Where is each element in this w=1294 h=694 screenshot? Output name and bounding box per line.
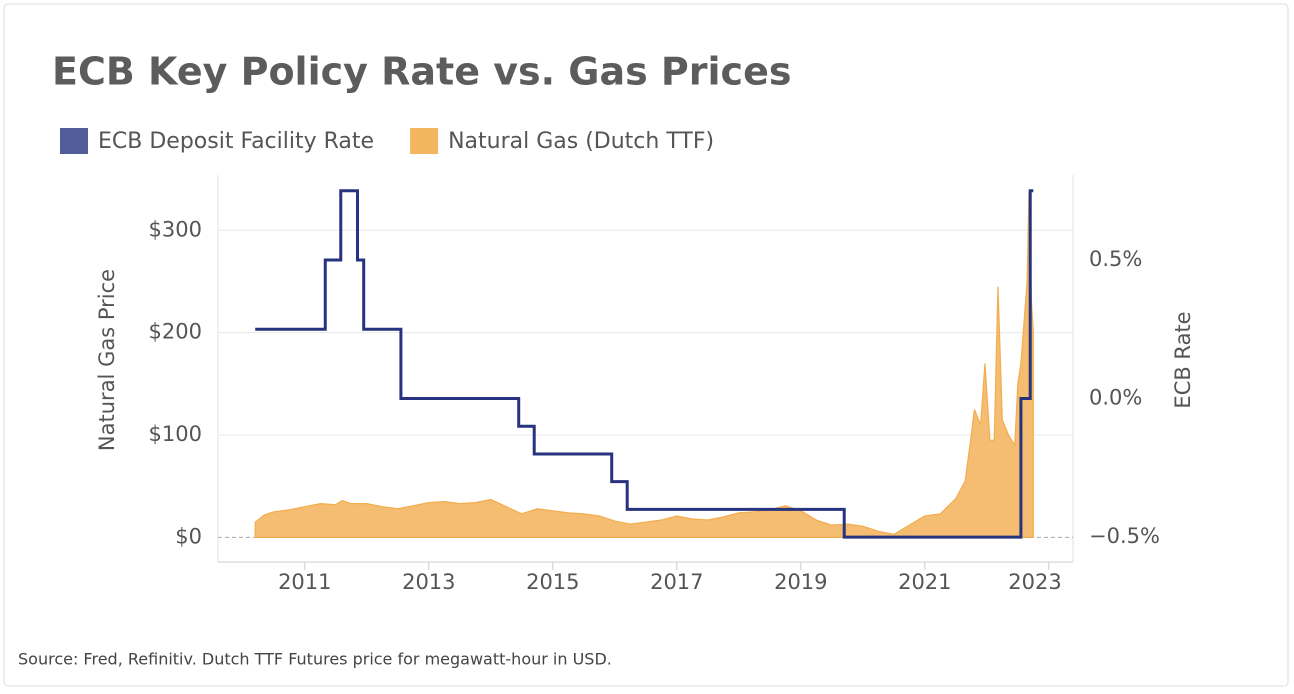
source-note: Source: Fred, Refinitiv. Dutch TTF Futur…: [18, 650, 612, 669]
rate-line: [255, 189, 1034, 539]
x-tick-label: 2011: [278, 570, 331, 594]
x-tick-label: 2015: [526, 570, 579, 594]
x-tick-label: 2013: [402, 570, 455, 594]
y2-axis-title: ECB Rate: [1171, 311, 1195, 408]
chart-title: ECB Key Policy Rate vs. Gas Prices: [52, 50, 791, 94]
legend-swatch: [60, 128, 88, 154]
y-tick-label: $100: [149, 422, 202, 446]
legend-swatch: [410, 128, 439, 154]
x-tick-label: 2021: [898, 570, 951, 594]
legend-label: Natural Gas (Dutch TTF): [448, 129, 714, 154]
x-tick-label: 2019: [774, 570, 827, 594]
y-tick-label: $300: [149, 217, 202, 241]
legend-label: ECB Deposit Facility Rate: [98, 129, 374, 154]
frame: [3, 3, 1289, 687]
y2-tick-label: 0.5%: [1089, 247, 1142, 271]
y2-tick-label: 0.0%: [1089, 386, 1142, 410]
gas-area: [254, 191, 1034, 539]
y-tick-label: $0: [175, 524, 202, 548]
y2-tick-label: −0.5%: [1089, 524, 1160, 548]
y-axis-title: Natural Gas Price: [95, 269, 119, 451]
y-tick-label: $200: [149, 320, 202, 344]
x-tick-label: 2023: [1008, 570, 1061, 594]
x-tick-label: 2017: [650, 570, 703, 594]
